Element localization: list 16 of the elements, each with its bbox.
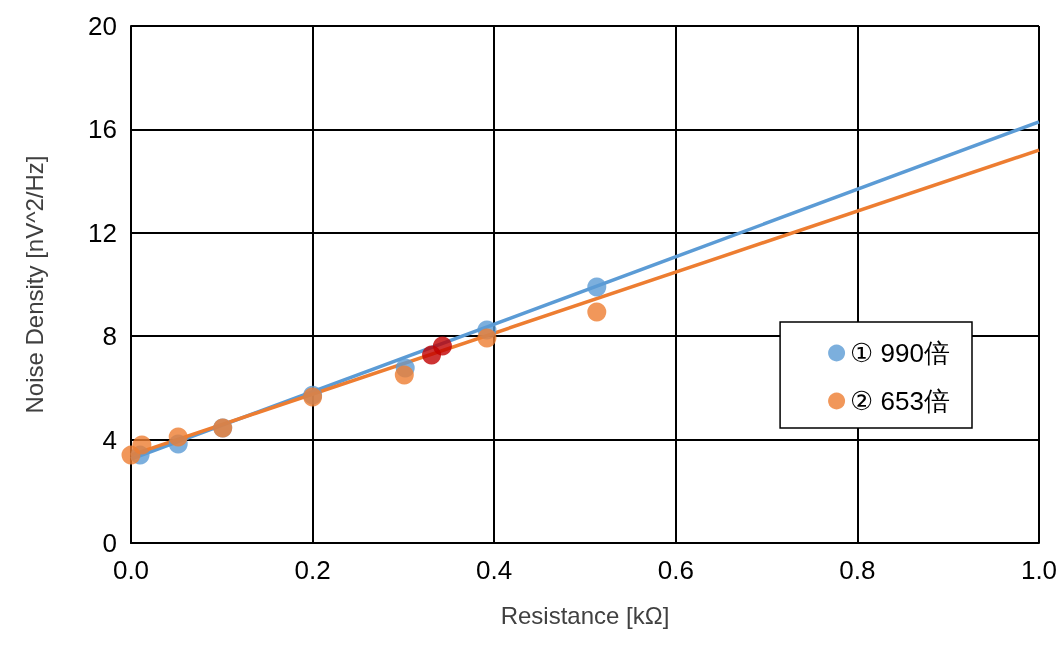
- y-tick-label: 12: [88, 217, 117, 248]
- x-axis-title: Resistance [kΩ]: [500, 601, 670, 629]
- legend-label: ① 990倍: [850, 338, 951, 368]
- y-axis-title: Noise Density [nV^2/Hz]: [20, 155, 48, 414]
- x-tick-label: 0.2: [294, 555, 331, 585]
- x-tick-label: 0.6: [657, 555, 694, 585]
- x-tick-label: 0.8: [839, 555, 876, 585]
- legend-label: ② 653倍: [850, 386, 951, 416]
- x-tick-label: 0.4: [476, 555, 513, 585]
- y-tick-label: 0: [102, 528, 117, 558]
- y-tick-label: 16: [88, 114, 117, 145]
- y-tick-label: 8: [102, 321, 117, 352]
- x-tick-label: 1.0: [1020, 555, 1058, 585]
- x-tick-label: 0.0: [112, 555, 150, 585]
- y-tick-label: 4: [102, 424, 117, 455]
- y-tick-label: 20: [88, 11, 117, 41]
